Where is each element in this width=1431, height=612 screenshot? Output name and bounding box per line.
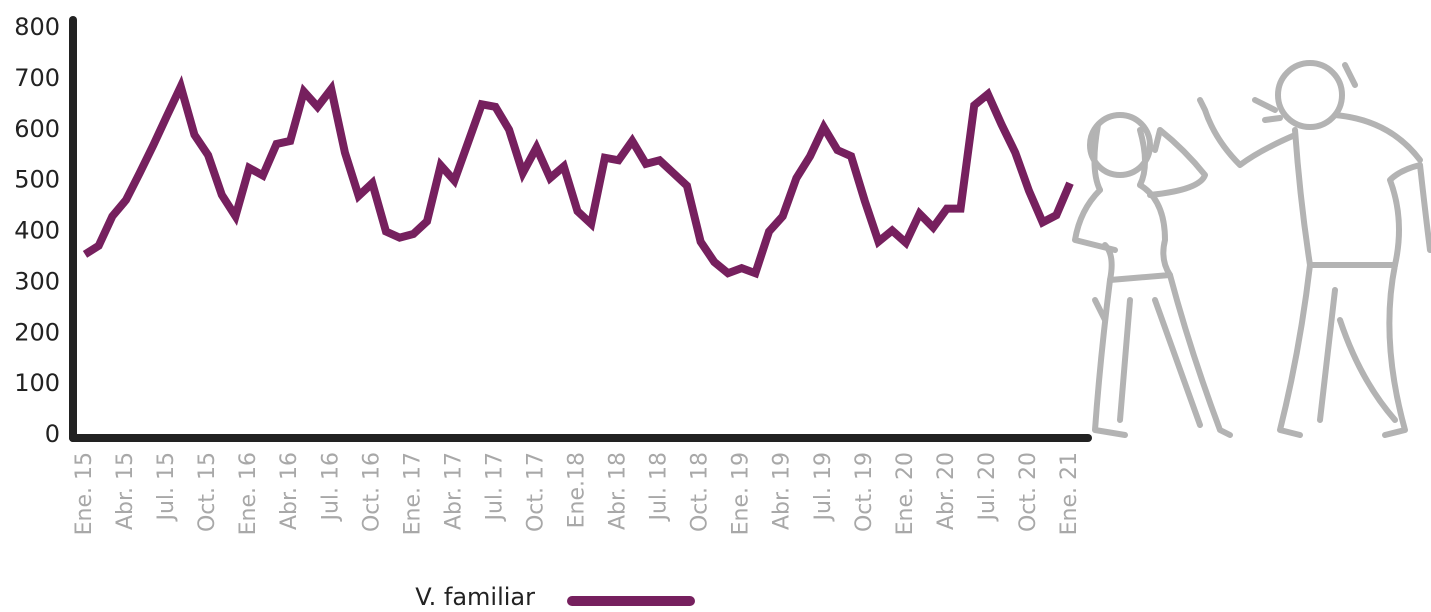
x-tick-label: Jul. 16 (318, 452, 343, 523)
y-tick-label: 400 (14, 217, 60, 245)
x-tick-label: Ene. 20 (893, 452, 918, 535)
y-tick-label: 300 (14, 267, 60, 295)
figure-legs (1092, 272, 1233, 438)
figure-legs (1277, 262, 1408, 438)
x-tick-label: Abr. 19 (770, 452, 795, 530)
figure-head (1087, 112, 1153, 178)
x-tick-label: Oct. 18 (688, 452, 713, 532)
y-tick-label: 800 (14, 13, 60, 41)
figure-hair (1091, 122, 1148, 193)
figure-head (1275, 60, 1345, 130)
x-tick-label: Jul. 15 (154, 452, 179, 523)
x-tick-label: Oct. 19 (852, 452, 877, 532)
x-tick-label: Ene.18 (565, 452, 590, 528)
x-tick-label: Ene. 17 (400, 452, 425, 535)
x-tick-label: Jul. 18 (647, 452, 672, 523)
y-tick-label: 0 (45, 420, 60, 448)
x-tick-label: Ene. 16 (236, 452, 261, 535)
series-line (82, 75, 1074, 279)
legend-label: V. familiar (415, 583, 535, 611)
y-tick-label: 200 (14, 318, 60, 346)
figure-body (1292, 112, 1431, 268)
figure-body (1072, 182, 1173, 283)
x-tick-label: Abr. 18 (606, 452, 631, 530)
x-tick-label: Oct. 15 (195, 452, 220, 532)
figure-arm (1197, 97, 1298, 168)
x-tick-label: Oct. 17 (523, 452, 548, 532)
x-tick-label: Abr. 17 (441, 452, 466, 530)
x-tick-label: Abr. 16 (277, 452, 302, 530)
x-tick-label: Oct. 20 (1016, 452, 1041, 532)
figure-motion (1092, 297, 1108, 323)
x-tick-label: Jul. 17 (482, 452, 507, 523)
figure-motion (1252, 62, 1358, 123)
figure-arm (1147, 127, 1208, 198)
y-tick-label: 700 (14, 64, 60, 92)
x-tick-label: Ene. 19 (729, 452, 754, 535)
x-tick-label: Ene. 21 (1057, 452, 1082, 535)
y-tick-label: 600 (14, 115, 60, 143)
y-tick-label: 500 (14, 166, 60, 194)
x-tick-label: Oct. 16 (359, 452, 384, 532)
x-tick-label: Jul. 19 (811, 452, 836, 523)
x-tick-label: Ene. 15 (72, 452, 97, 535)
x-tick-label: Jul. 20 (975, 452, 1000, 523)
x-tick-label: Abr. 15 (113, 452, 138, 530)
illustration (1072, 60, 1431, 438)
x-tick-label: Abr. 20 (934, 452, 959, 530)
y-tick-label: 100 (14, 369, 60, 397)
